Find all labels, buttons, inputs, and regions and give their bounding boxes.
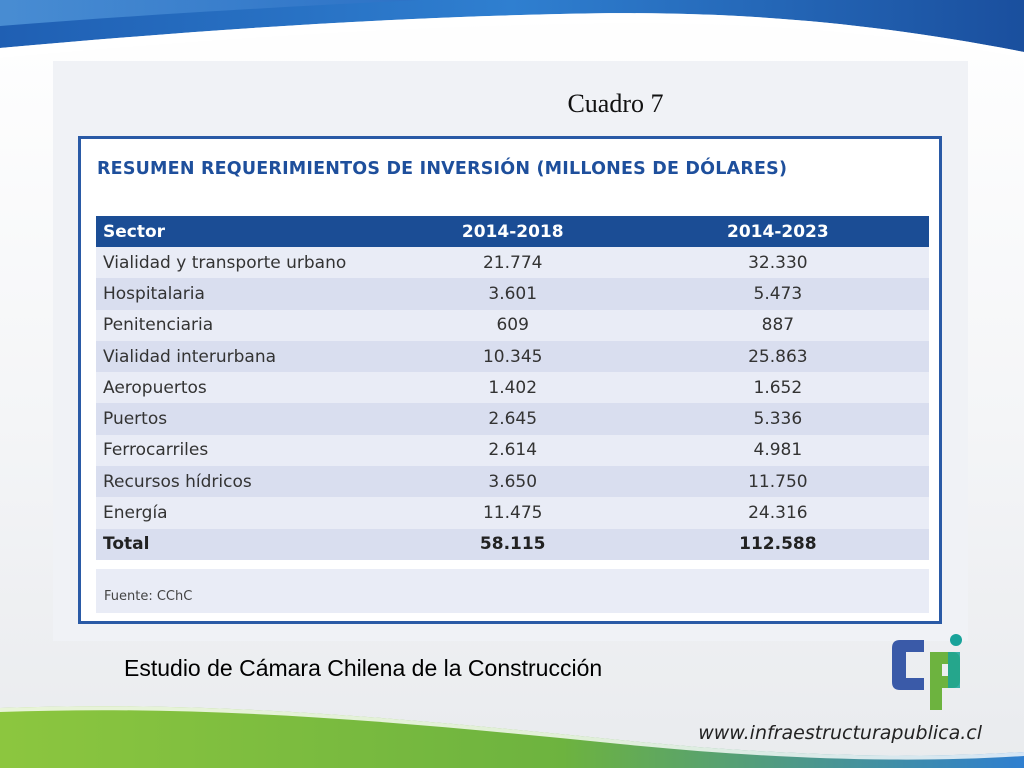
column-header-2014-2018: 2014-2018 [398,216,627,247]
sector-cell: Puertos [96,403,399,435]
value-2014-2023-cell: 4.981 [626,434,929,467]
total-label-cell: Total [96,528,399,560]
value-2014-2023-cell: 25.863 [626,340,929,373]
table-row: Recursos hídricos 3.650 11.750 [96,466,929,498]
bottom-wave-decoration [0,690,1024,768]
investment-table: Sector 2014-2018 2014-2023 Vialidad y tr… [96,216,929,560]
value-2014-2018-cell: 11.475 [398,497,627,529]
value-2014-2023-cell: 1.652 [626,372,929,404]
table-row: Penitenciaria 609 887 [96,309,929,341]
sector-cell: Penitenciaria [96,309,399,341]
total-2014-2023-cell: 112.588 [626,528,929,560]
value-2014-2018-cell: 1.402 [398,372,627,404]
source-area: Fuente: CChC [96,569,929,613]
cuadro-title: Cuadro 7 [567,89,664,118]
table-heading: RESUMEN REQUERIMIENTOS DE INVERSIÓN (MIL… [97,159,788,179]
value-2014-2018-cell: 2.614 [398,434,627,467]
total-row: Total 58.115 112.588 [96,528,929,560]
sector-cell: Ferrocarriles [96,434,399,467]
value-2014-2023-cell: 24.316 [626,497,929,529]
top-wave-decoration [0,0,1024,70]
table-row: Vialidad y transporte urbano 21.774 32.3… [96,247,929,279]
sector-cell: Energía [96,497,399,529]
table-frame: RESUMEN REQUERIMIENTOS DE INVERSIÓN (MIL… [78,136,942,624]
value-2014-2023-cell: 32.330 [626,247,929,279]
value-2014-2018-cell: 10.345 [398,340,627,373]
slide-caption: Estudio de Cámara Chilena de la Construc… [124,655,603,681]
source-note: Fuente: CChC [104,589,193,604]
table-row: Energía 11.475 24.316 [96,497,929,529]
value-2014-2018-cell: 3.601 [398,278,627,310]
column-header-sector: Sector [96,216,399,247]
sector-cell: Vialidad y transporte urbano [96,247,399,279]
table-row: Vialidad interurbana 10.345 25.863 [96,340,929,373]
value-2014-2023-cell: 5.473 [626,278,929,310]
sector-cell: Vialidad interurbana [96,340,399,373]
total-2014-2018-cell: 58.115 [398,528,627,560]
table-header-row: Sector 2014-2018 2014-2023 [96,216,929,247]
value-2014-2023-cell: 5.336 [626,403,929,435]
table-row: Puertos 2.645 5.336 [96,403,929,435]
value-2014-2018-cell: 609 [398,309,627,341]
table-row: Aeropuertos 1.402 1.652 [96,372,929,404]
value-2014-2018-cell: 3.650 [398,466,627,498]
sector-cell: Recursos hídricos [96,466,399,498]
table-row: Hospitalaria 3.601 5.473 [96,278,929,310]
column-header-2014-2023: 2014-2023 [626,216,929,247]
value-2014-2018-cell: 21.774 [398,247,627,279]
website-url: www.infraestructurapublica.cl [698,722,982,744]
value-2014-2018-cell: 2.645 [398,403,627,435]
sector-cell: Aeropuertos [96,372,399,404]
value-2014-2023-cell: 11.750 [626,466,929,498]
cpi-logo-icon [890,632,966,716]
table-row: Ferrocarriles 2.614 4.981 [96,434,929,467]
value-2014-2023-cell: 887 [626,309,929,341]
sector-cell: Hospitalaria [96,278,399,310]
investment-table-image: Cuadro 7 RESUMEN REQUERIMIENTOS DE INVER… [53,61,968,641]
